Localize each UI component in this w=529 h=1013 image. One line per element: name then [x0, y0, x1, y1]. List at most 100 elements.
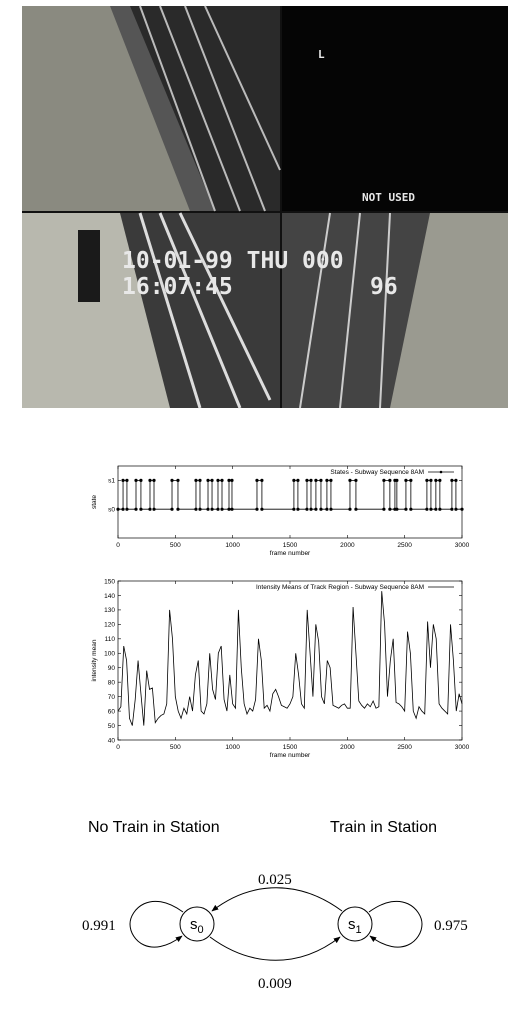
point — [348, 508, 351, 511]
x-tick-label: 2500 — [397, 744, 412, 751]
figure: L NOT USED 10-01-99 THU 000 16:07:45 96 … — [0, 0, 529, 1013]
point — [382, 508, 385, 511]
edge-label: 0.975 — [434, 918, 468, 934]
point — [460, 508, 463, 511]
legend-marker — [440, 471, 443, 474]
point — [296, 508, 299, 511]
x-tick-label: 500 — [170, 542, 181, 549]
point — [319, 508, 322, 511]
point — [434, 479, 437, 482]
surveillance-photo: L NOT USED 10-01-99 THU 000 16:07:45 96 — [22, 6, 508, 408]
point — [116, 508, 119, 511]
point — [434, 508, 437, 511]
x-tick-label: 1000 — [225, 744, 240, 751]
point — [450, 508, 453, 511]
point — [325, 479, 328, 482]
point — [220, 508, 223, 511]
point — [121, 479, 124, 482]
edge — [212, 888, 342, 911]
edge-label: 0.009 — [258, 976, 292, 992]
caption: Train in Station — [330, 819, 437, 836]
point — [450, 479, 453, 482]
series-line — [118, 480, 462, 509]
point — [325, 508, 328, 511]
edge-label: 0.991 — [82, 918, 116, 934]
point — [395, 508, 398, 511]
y-tick-label: 80 — [108, 679, 116, 686]
y-tick-label: 70 — [108, 694, 116, 701]
point — [148, 479, 151, 482]
point — [139, 508, 142, 511]
point — [206, 479, 209, 482]
point — [425, 479, 428, 482]
point — [388, 479, 391, 482]
point — [216, 479, 219, 482]
edge — [210, 937, 340, 960]
legend-label: Intensity Means of Track Region - Subway… — [256, 584, 424, 591]
x-axis-label: frame number — [270, 550, 311, 557]
osd-text: NOT USED — [362, 191, 415, 204]
point — [220, 479, 223, 482]
point — [260, 479, 263, 482]
state-diagram: No Train in Station Train in Station s0 … — [82, 819, 468, 992]
point — [198, 508, 201, 511]
y-axis-label: state — [91, 495, 98, 509]
x-tick-label: 0 — [116, 542, 120, 549]
x-tick-label: 1000 — [225, 542, 240, 549]
point — [206, 508, 209, 511]
point — [255, 508, 258, 511]
point — [348, 479, 351, 482]
x-tick-label: 2000 — [340, 542, 355, 549]
point — [429, 479, 432, 482]
osd-text: L — [318, 48, 325, 61]
point — [216, 508, 219, 511]
point — [139, 479, 142, 482]
point — [309, 508, 312, 511]
y-tick-label: 40 — [108, 737, 116, 744]
osd-text: 96 — [370, 274, 398, 300]
point — [198, 479, 201, 482]
point — [230, 508, 233, 511]
osd-text: 10-01-99 THU 000 — [122, 248, 344, 274]
point — [121, 508, 124, 511]
x-tick-label: 500 — [170, 744, 181, 751]
plot-frame — [118, 466, 462, 538]
point — [454, 479, 457, 482]
point — [438, 508, 441, 511]
point — [409, 508, 412, 511]
osd-text: 16:07:45 — [122, 274, 233, 300]
point — [134, 479, 137, 482]
point — [292, 508, 295, 511]
point — [210, 508, 213, 511]
legend-label: States - Subway Sequence 8AM — [330, 469, 424, 476]
y-axis-label: intensity mean — [91, 639, 98, 681]
point — [305, 508, 308, 511]
y-tick-label: 150 — [104, 578, 115, 585]
point — [148, 508, 151, 511]
x-tick-label: 0 — [116, 744, 120, 751]
point — [354, 479, 357, 482]
point — [305, 479, 308, 482]
caption: No Train in Station — [88, 819, 220, 836]
point — [152, 508, 155, 511]
point — [170, 508, 173, 511]
point — [329, 508, 332, 511]
point — [354, 508, 357, 511]
point — [329, 479, 332, 482]
x-tick-label: 2000 — [340, 744, 355, 751]
y-tick-label: 110 — [105, 636, 116, 643]
series-line — [118, 591, 462, 725]
y-tick-label: 140 — [104, 593, 115, 600]
point — [395, 479, 398, 482]
point — [255, 479, 258, 482]
point — [314, 508, 317, 511]
point — [454, 508, 457, 511]
point — [210, 479, 213, 482]
point — [230, 479, 233, 482]
point — [429, 508, 432, 511]
point — [292, 479, 295, 482]
point — [409, 479, 412, 482]
point — [260, 508, 263, 511]
y-tick-label: 130 — [104, 607, 115, 614]
point — [152, 479, 155, 482]
